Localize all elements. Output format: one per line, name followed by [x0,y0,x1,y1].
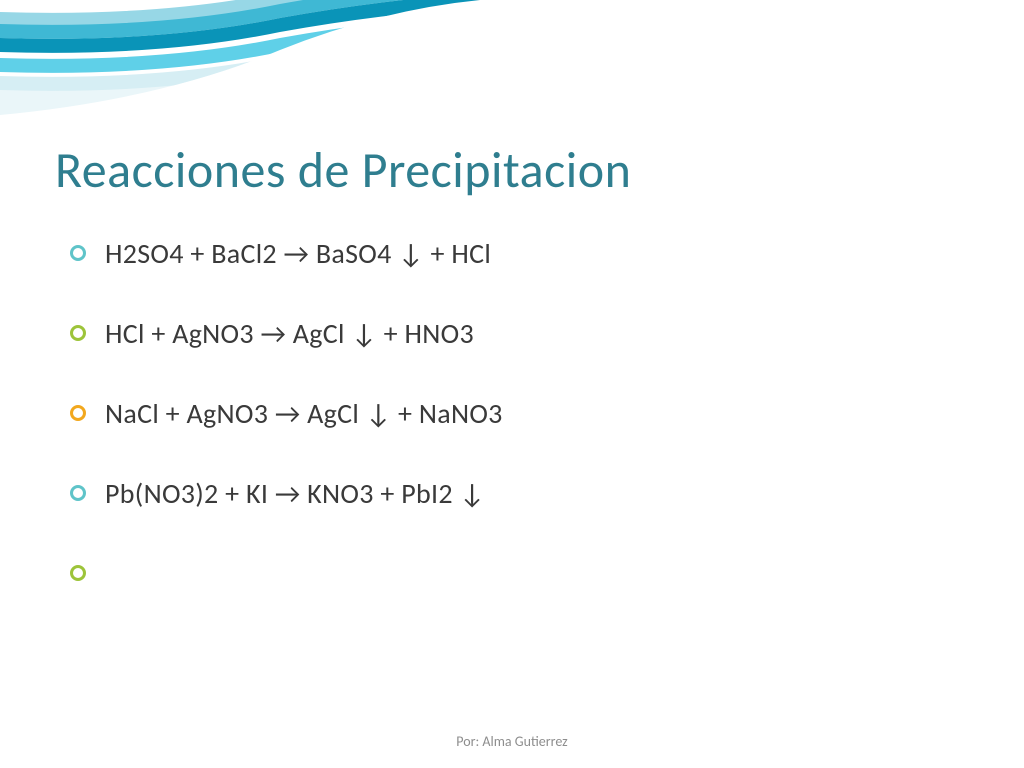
slide-title: Reacciones de Precipitacion [55,140,969,201]
bullet-marker-icon [70,325,86,341]
bullet-item: NaCl + AgNO3 → AgCl ↓ + NaNO3 [70,396,969,431]
bullet-marker-icon [70,245,86,261]
slide-content: Reacciones de Precipitacion H2SO4 + BaCl… [55,140,969,621]
bullet-item: HCl + AgNO3 → AgCl ↓ + HNO3 [70,316,969,351]
bullet-text: H2SO4 + BaCl2 → BaSO4 ↓ + HCl [105,236,491,271]
bullet-item [70,556,969,581]
bullet-item: Pb(NO3)2 + KI → KNO3 + PbI2 ↓ [70,476,969,511]
corner-stripes-decoration [0,0,480,130]
slide-footer: Por: Alma Gutierrez [0,733,1024,750]
bullet-marker-icon [70,485,86,501]
bullet-text: Pb(NO3)2 + KI → KNO3 + PbI2 ↓ [105,476,485,511]
bullet-marker-icon [70,405,86,421]
bullet-item: H2SO4 + BaCl2 → BaSO4 ↓ + HCl [70,236,969,271]
bullet-text: HCl + AgNO3 → AgCl ↓ + HNO3 [105,316,474,351]
bullet-list: H2SO4 + BaCl2 → BaSO4 ↓ + HCl HCl + AgNO3… [55,236,969,581]
bullet-text: NaCl + AgNO3 → AgCl ↓ + NaNO3 [105,396,503,431]
bullet-marker-icon [70,565,86,581]
